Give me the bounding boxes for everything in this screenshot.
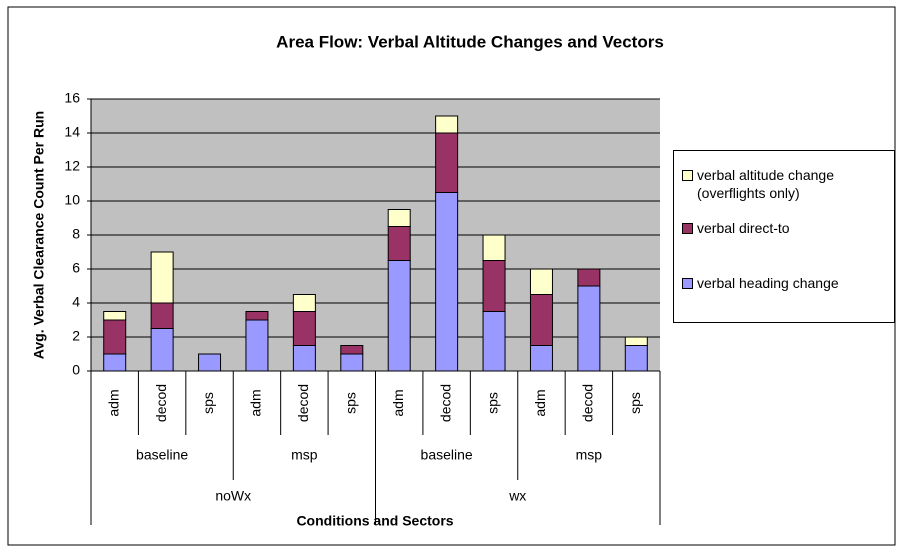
bar-segment: [435, 132, 459, 193]
y-tick-label: 8: [72, 226, 80, 242]
bar-segment: [577, 268, 601, 287]
bar-segment: [245, 319, 269, 372]
bar-segment: [577, 285, 601, 372]
x-tick-label: decod: [580, 384, 596, 422]
y-tick-label: 4: [72, 294, 80, 310]
group-label: baseline: [136, 447, 188, 463]
x-tick-label: sps: [342, 392, 358, 414]
x-tick-label: adm: [248, 389, 264, 416]
x-tick-label: decod: [153, 384, 169, 422]
bar-segment: [387, 260, 411, 372]
x-tick-label: adm: [390, 389, 406, 416]
chart-title: Area Flow: Verbal Altitude Changes and V…: [276, 32, 664, 51]
x-tick-label: sps: [627, 392, 643, 414]
x-tick-label: adm: [105, 389, 121, 416]
top-group-label: wx: [508, 488, 526, 504]
group-label: msp: [576, 447, 603, 463]
y-tick-label: 2: [72, 328, 80, 344]
bar-segment: [482, 234, 506, 261]
bar-segment: [150, 302, 174, 329]
legend-swatch: [682, 223, 693, 234]
bar-segment: [624, 345, 648, 372]
bar-segment: [103, 353, 127, 372]
bar-segment: [624, 336, 648, 346]
bar-segment: [198, 353, 222, 372]
y-tick-label: 14: [64, 124, 80, 140]
bar-segment: [292, 294, 316, 312]
bar-segment: [292, 311, 316, 346]
bar-segment: [529, 268, 553, 295]
top-group-label: noWx: [215, 488, 251, 504]
bar-segment: [150, 251, 174, 304]
bar-segment: [529, 294, 553, 346]
legend-label: verbal heading change: [697, 275, 839, 291]
x-tick-label: decod: [295, 384, 311, 422]
bar-segment: [103, 311, 127, 321]
bar-segment: [387, 226, 411, 261]
legend-entry: verbal altitude change (overflights only…: [682, 166, 877, 202]
bar-segment: [435, 115, 459, 134]
bar-segment: [529, 345, 553, 372]
bar-segment: [435, 192, 459, 372]
group-label: baseline: [421, 447, 473, 463]
legend-swatch: [682, 170, 693, 181]
y-axis-title: Avg. Verbal Clearance Count Per Run: [31, 111, 47, 359]
y-tick-label: 12: [64, 158, 80, 174]
bar-segment: [245, 311, 269, 321]
x-tick-label: decod: [437, 384, 453, 422]
y-tick-label: 6: [72, 260, 80, 276]
bar-segment: [482, 260, 506, 312]
bar-segment: [150, 328, 174, 372]
y-tick-label: 10: [64, 192, 80, 208]
group-label: msp: [291, 447, 318, 463]
y-tick-label: 16: [64, 90, 80, 106]
bar-segment: [482, 311, 506, 372]
bar-segment: [387, 209, 411, 227]
legend-swatch: [682, 278, 693, 289]
y-tick-label: 0: [72, 362, 80, 378]
bar-segment: [103, 319, 127, 355]
legend-label: verbal direct-to: [697, 220, 790, 236]
legend-entry: verbal direct-to: [682, 219, 877, 237]
legend-label: verbal altitude change (overflights only…: [697, 167, 834, 201]
bar-segment: [340, 345, 364, 355]
legend-entry: verbal heading change: [682, 274, 877, 292]
bar-segment: [292, 345, 316, 372]
x-tick-label: sps: [485, 392, 501, 414]
x-tick-label: adm: [532, 389, 548, 416]
bar-segment: [340, 353, 364, 372]
x-tick-label: sps: [200, 392, 216, 414]
legend: verbal altitude change (overflights only…: [673, 150, 895, 323]
